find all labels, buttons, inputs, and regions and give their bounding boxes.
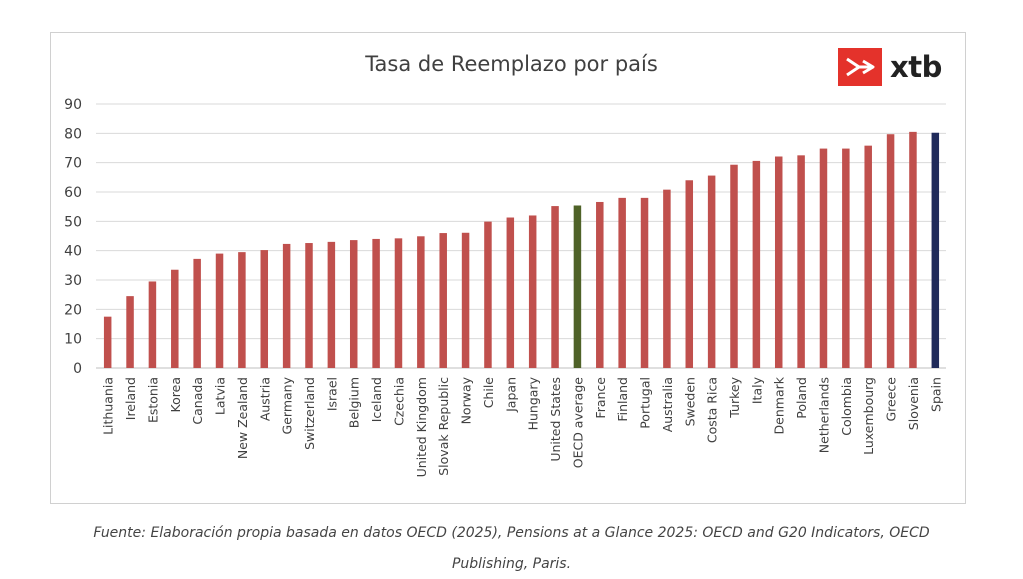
xtb-logo-text: xtb (890, 50, 942, 84)
y-tick-label: 10 (64, 332, 82, 348)
x-tick-label: United States (548, 377, 563, 462)
bar-netherlands (819, 148, 828, 368)
x-tick-label: Italy (749, 376, 764, 404)
y-axis-ticks: 0 10 20 30 40 50 60 70 80 90 (64, 97, 82, 377)
source-caption-line-2: Publishing, Paris. (451, 556, 572, 572)
bar-luxembourg (864, 145, 872, 368)
x-tick-label: Greece (884, 377, 899, 422)
x-tick-label: France (593, 377, 608, 419)
x-tick-label: Portugal (638, 377, 653, 429)
x-tick-label: Iceland (369, 377, 384, 422)
bar-poland (797, 155, 805, 368)
x-tick-label: New Zealand (235, 377, 250, 459)
bar-denmark (774, 156, 783, 368)
y-tick-label: 50 (64, 214, 82, 230)
x-tick-label: Canada (190, 377, 205, 425)
x-tick-label: Ireland (123, 377, 138, 420)
y-tick-label: 20 (64, 302, 82, 318)
bar-italy (752, 160, 761, 368)
y-tick-label: 80 (64, 126, 82, 142)
bar-belgium (349, 240, 358, 368)
bar-finland (618, 197, 626, 368)
bar-turkey (730, 164, 738, 368)
x-axis-labels: Lithuania Ireland Estonia Korea Canada Latvia… (101, 376, 944, 477)
bar-greece (886, 134, 895, 368)
x-tick-label: Sweden (682, 377, 697, 426)
x-tick-label: Japan (503, 377, 518, 413)
y-tick-label: 90 (64, 97, 82, 113)
xtb-logo-x-icon (838, 48, 882, 86)
x-tick-label: Latvia (213, 377, 228, 415)
x-tick-label: Slovenia (906, 377, 921, 430)
bar-lithuania (103, 316, 112, 368)
x-tick-label: Hungary (526, 376, 541, 430)
bar-portugal (640, 197, 649, 368)
x-tick-label: Norway (459, 376, 474, 424)
y-tick-label: 70 (64, 156, 82, 172)
x-tick-label: Lithuania (101, 377, 116, 435)
x-tick-label: Denmark (772, 376, 787, 434)
y-tick-label: 60 (64, 185, 82, 201)
bar-spain (931, 132, 940, 368)
bar-sweden (685, 180, 694, 368)
x-tick-label: Colombia (839, 377, 854, 436)
bar-united-states (551, 206, 559, 368)
bars (103, 131, 940, 368)
bar-switzerland (305, 243, 313, 368)
bar-israel (327, 241, 336, 368)
x-tick-label: Austria (257, 377, 272, 421)
bar-korea (171, 269, 179, 368)
bar-france (596, 201, 604, 368)
x-tick-label: Slovak Republic (436, 377, 451, 476)
x-tick-label: Australia (660, 377, 675, 432)
bar-hungary (528, 215, 537, 368)
bar-norway (461, 232, 470, 368)
x-tick-label: Korea (168, 377, 183, 412)
x-tick-label: Israel (324, 377, 339, 411)
x-tick-label: Germany (280, 376, 295, 434)
x-tick-label: Belgium (347, 377, 362, 428)
y-tick-label: 40 (64, 244, 82, 260)
bar-chile (484, 221, 492, 368)
source-caption-line-1: Fuente: Elaboración propia basada en dat… (93, 525, 930, 541)
bar-germany (282, 243, 291, 368)
xtb-logo: xtb (838, 48, 942, 86)
x-tick-label: Costa Rica (705, 377, 720, 443)
bar-czechia (394, 238, 403, 368)
x-tick-label: Netherlands (816, 377, 831, 453)
bar-united-kingdom (417, 236, 425, 368)
chart-title: Tasa de Reemplazo por país (365, 52, 658, 76)
x-tick-label: Poland (794, 377, 809, 419)
bar-canada (193, 258, 201, 368)
bar-new-zealand (238, 252, 246, 368)
x-tick-label: Switzerland (302, 377, 317, 450)
gridlines (96, 103, 946, 369)
y-tick-label: 30 (64, 273, 82, 289)
y-tick-label: 0 (73, 361, 82, 377)
x-tick-label: Estonia (145, 377, 160, 423)
bar-ireland (126, 296, 134, 368)
bar-slovenia (909, 131, 917, 368)
bar-costa-rica (707, 175, 716, 368)
bar-japan (506, 217, 515, 368)
x-tick-label: United Kingdom (414, 377, 429, 477)
x-tick-label: Czechia (391, 377, 406, 426)
bar-austria (260, 250, 269, 368)
x-tick-label: Finland (615, 377, 630, 422)
bar-latvia (215, 253, 224, 368)
bar-oecd-average (573, 205, 582, 368)
bar-australia (663, 189, 671, 368)
bar-slovak-republic (439, 233, 447, 368)
x-tick-label: OECD average (570, 377, 585, 469)
bar-iceland (372, 238, 380, 368)
bar-estonia (148, 281, 157, 368)
x-tick-label: Spain (928, 377, 943, 412)
x-tick-label: Luxembourg (861, 377, 876, 455)
x-tick-label: Turkey (727, 376, 742, 418)
x-tick-label: Chile (481, 377, 496, 409)
bar-colombia (842, 148, 850, 368)
